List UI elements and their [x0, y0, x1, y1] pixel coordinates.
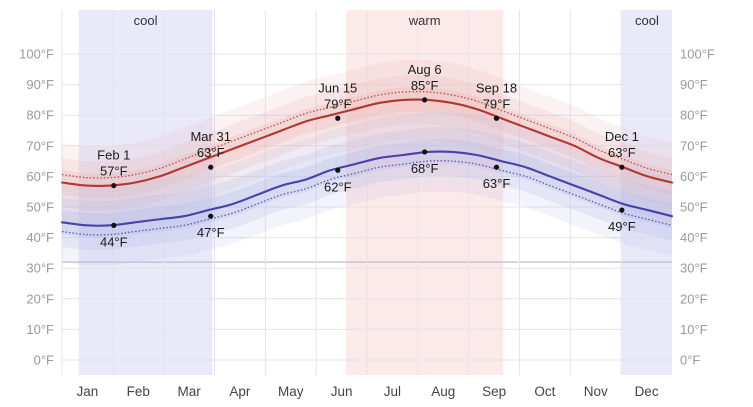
y-axis-right-tick-70: 70°F: [680, 138, 708, 153]
y-axis-right-tick-80: 80°F: [680, 108, 708, 123]
uncertainty-bands-layer: [62, 59, 672, 266]
y-axis-left-tick-100: 100°F: [19, 47, 54, 62]
season-band-labels: cool warm cool: [134, 13, 659, 28]
annotation-value-sep-18-low: 63°F: [483, 176, 511, 191]
annotation-date-feb-1: Feb 1: [97, 148, 130, 163]
x-axis-month-oct: Oct: [534, 384, 555, 399]
annotation-date-mar-31: Mar 31: [190, 129, 230, 144]
x-axis-month-apr: Apr: [229, 384, 251, 399]
y-axis-right-tick-30: 30°F: [680, 261, 708, 276]
x-axis-month-dec: Dec: [635, 384, 659, 399]
x-axis-month-mar: Mar: [177, 384, 201, 399]
annotation-value-dec-1-low: 49°F: [608, 219, 636, 234]
season-label-warm-1: warm: [408, 13, 441, 28]
y-axis-left-tick-40: 40°F: [26, 230, 54, 245]
y-axis-right-tick-60: 60°F: [680, 169, 708, 184]
season-band-cool-0: [78, 10, 213, 375]
y-axis-left-tick-0: 0°F: [34, 353, 54, 368]
gridlines-layer: [61, 10, 672, 375]
data-point-sep-18-low[interactable]: [493, 164, 500, 170]
y-axis-left-tick-70: 70°F: [26, 138, 54, 153]
x-axis-month-jul: Jul: [384, 384, 401, 399]
data-point-jun-15[interactable]: [335, 115, 341, 121]
season-band-warm-1: [346, 10, 504, 375]
x-axis-month-jun: Jun: [331, 384, 353, 399]
data-point-feb-1-low[interactable]: [111, 222, 117, 228]
annotation-date-aug-6: Aug 6: [408, 62, 442, 77]
uncertainty-band-low-4: [62, 127, 672, 251]
annotation-value-dec-1: 63°F: [608, 145, 636, 160]
annotation-value-jun-15: 79°F: [324, 96, 352, 111]
data-point-aug-6-low[interactable]: [422, 149, 428, 155]
annotation-value-aug-6: 85°F: [411, 78, 439, 93]
y-axis-left-tick-60: 60°F: [26, 169, 54, 184]
y-axis-right-tick-50: 50°F: [680, 200, 708, 215]
y-axis-right-tick-100: 100°F: [680, 47, 715, 62]
data-point-dec-1-low[interactable]: [619, 207, 625, 213]
season-bands-layer: [78, 10, 672, 375]
uncertainty-band-low-3: [62, 111, 672, 266]
data-point-aug-6[interactable]: [422, 97, 428, 103]
annotation-date-jun-15: Jun 15: [318, 80, 357, 95]
annotation-date-sep-18: Sep 18: [476, 80, 517, 95]
season-label-cool-2: cool: [635, 13, 659, 28]
dotted-reference-low: [61, 160, 673, 236]
y-axis-left-tick-90: 90°F: [26, 77, 54, 92]
data-point-mar-31[interactable]: [208, 164, 214, 170]
uncertainty-band-high-2: [62, 87, 672, 199]
uncertainty-band-high-1: [62, 75, 672, 211]
y-axis-right-tick-20: 20°F: [680, 291, 708, 306]
y-axis-right: 100°F 90°F 80°F 70°F 60°F 50°F 40°F 30°F 20°F 10°…: [680, 47, 715, 368]
annotation-value-jun-15-low: 62°F: [324, 179, 352, 194]
x-axis-month-nov: Nov: [584, 384, 608, 399]
y-axis-right-tick-10: 10°F: [680, 322, 708, 337]
x-axis-month-jan: Jan: [77, 384, 99, 399]
series-line-high[interactable]: [60, 98, 674, 188]
annotation-value-aug-6-low: 68°F: [411, 161, 439, 176]
y-axis-left: 100°F 90°F 80°F 70°F 60°F 50°F 40°F 30°F 20°F 10°…: [19, 47, 54, 368]
annotation-value-feb-1: 57°F: [100, 164, 128, 179]
x-axis-month-may: May: [278, 384, 304, 399]
season-label-cool-0: cool: [134, 13, 158, 28]
y-axis-left-tick-10: 10°F: [26, 322, 54, 337]
season-band-cool-2: [621, 10, 672, 375]
annotation-value-mar-31: 63°F: [197, 145, 225, 160]
x-axis-months: Jan Feb Mar Apr May Jun Jul Aug Sep Oct Nov Dec: [77, 384, 659, 399]
data-point-sep-18[interactable]: [493, 115, 500, 121]
y-axis-left-tick-50: 50°F: [26, 200, 54, 215]
y-axis-right-tick-40: 40°F: [680, 230, 708, 245]
x-axis-month-sep: Sep: [482, 384, 506, 399]
x-axis-month-aug: Aug: [431, 384, 455, 399]
y-axis-right-tick-90: 90°F: [680, 77, 708, 92]
series-line-low[interactable]: [60, 150, 674, 227]
y-axis-right-tick-0: 0°F: [680, 353, 700, 368]
y-axis-left-tick-80: 80°F: [26, 108, 54, 123]
y-axis-left-tick-20: 20°F: [26, 291, 54, 306]
uncertainty-band-high-0: [62, 59, 672, 226]
y-axis-left-tick-30: 30°F: [26, 261, 54, 276]
annotation-value-sep-18: 79°F: [483, 96, 511, 111]
data-point-mar-31-low[interactable]: [208, 213, 214, 219]
series-lines-layer: [60, 90, 674, 236]
data-point-dec-1[interactable]: [619, 164, 625, 170]
annotation-date-dec-1: Dec 1: [605, 129, 639, 144]
uncertainty-band-low-5: [62, 139, 672, 238]
annotation-value-feb-1-low: 44°F: [100, 234, 128, 249]
data-point-feb-1[interactable]: [111, 182, 117, 189]
x-axis-month-feb: Feb: [127, 384, 150, 399]
data-point-jun-15-low[interactable]: [335, 167, 341, 173]
markers-layer: [111, 97, 625, 228]
annotation-value-mar-31-low: 47°F: [197, 225, 225, 240]
